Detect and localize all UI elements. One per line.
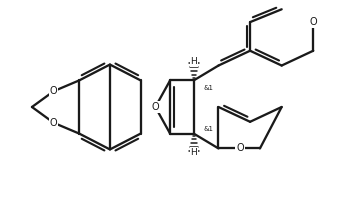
Text: H: H <box>191 148 197 157</box>
Text: O: O <box>50 118 57 128</box>
Text: &1: &1 <box>204 126 214 132</box>
Text: O: O <box>236 143 244 153</box>
Text: O: O <box>50 86 57 96</box>
Text: &1: &1 <box>204 85 214 91</box>
Text: O: O <box>152 102 159 112</box>
Text: O: O <box>309 17 317 27</box>
Text: H: H <box>191 57 197 66</box>
